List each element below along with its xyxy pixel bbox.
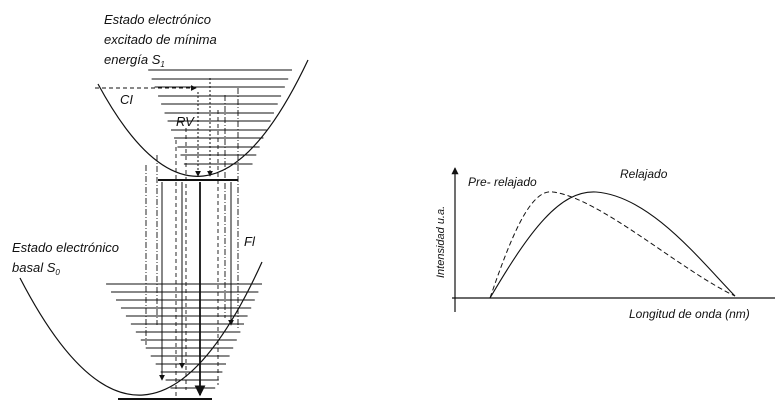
- series-relajado-label: Relajado: [620, 167, 668, 181]
- ground-vibrational-levels: [106, 283, 262, 389]
- excited-vibrational-levels: [148, 69, 292, 165]
- dashed-transitions: [175, 110, 219, 400]
- vibrational-relaxation-arrows: [195, 78, 213, 177]
- fluorescence-arrows: [159, 182, 234, 397]
- series-pre-relajado-line: [489, 191, 736, 299]
- excited-state-label-line3: energía S1: [104, 52, 165, 69]
- rv-label: RV: [176, 114, 195, 129]
- series-relajado-line: [489, 191, 736, 299]
- excited-state-curve: [97, 59, 309, 177]
- y-axis-label: Intensidad u.a.: [435, 206, 447, 278]
- ground-state-label-line1: Estado electrónico: [12, 240, 119, 255]
- excited-state-label-line2: excitado de mínima: [104, 32, 217, 47]
- ground-state-label-line2: basal S0: [12, 260, 60, 277]
- fl-label: Fl: [244, 234, 256, 249]
- excited-state-label-line1: Estado electrónico: [104, 12, 211, 27]
- energy-diagram: Estado electrónico excitado de mínima en…: [12, 12, 309, 400]
- series-pre-relajado-label: Pre- relajado: [468, 175, 537, 189]
- ci-label: CI: [120, 92, 133, 107]
- ground-state-curve: [19, 261, 263, 396]
- spectrum-chart: Pre- relajado Relajado Intensidad u.a. L…: [435, 167, 775, 321]
- x-axis-label: Longitud de onda (nm): [629, 307, 750, 321]
- dashdot-transitions: [145, 88, 239, 345]
